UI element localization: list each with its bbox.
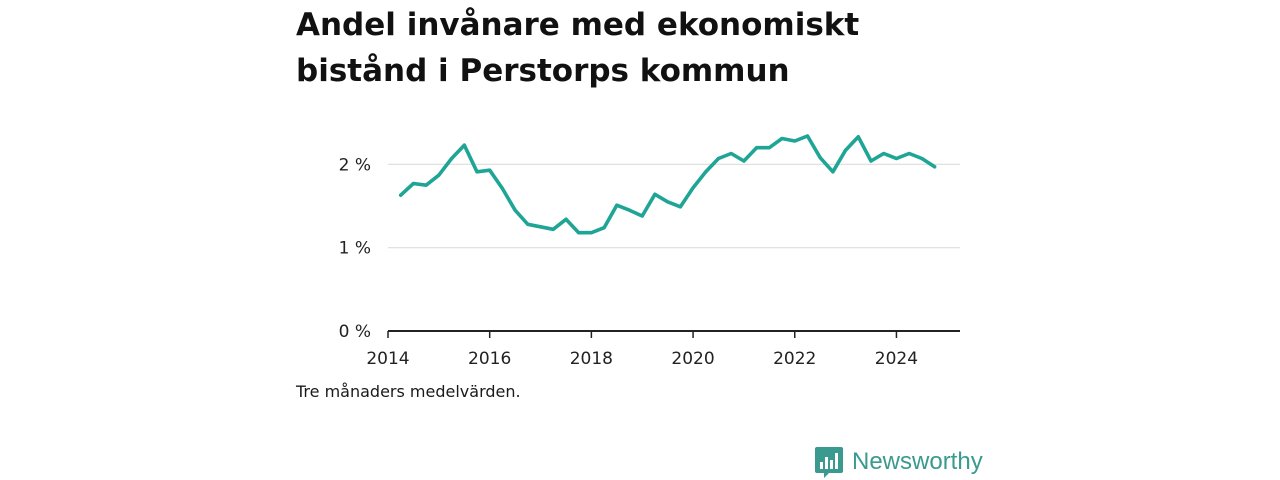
bar-chart-speech-bubble-icon xyxy=(815,447,843,478)
x-tick-label: 2024 xyxy=(875,349,918,369)
chart-title: Andel invånare med ekonomiskt bistånd i … xyxy=(296,7,860,89)
data-point xyxy=(767,146,771,150)
y-tick-label: 2 % xyxy=(339,155,371,175)
data-point xyxy=(704,170,708,174)
data-point xyxy=(882,151,886,156)
data-point xyxy=(805,134,810,138)
data-point xyxy=(462,143,466,147)
data-point xyxy=(602,226,606,230)
data-point xyxy=(869,159,873,163)
y-tick-label: 1 % xyxy=(339,239,371,259)
series-line xyxy=(398,134,937,235)
y-axis-labels: 0 % 1 % 2 % xyxy=(339,155,371,342)
data-point xyxy=(577,231,581,235)
data-point xyxy=(729,151,733,156)
brand-name: Newsworthy xyxy=(852,448,983,475)
data-point xyxy=(831,170,835,174)
y-tick-label: 0 % xyxy=(339,322,371,342)
x-tick-label: 2018 xyxy=(570,349,613,369)
gridlines xyxy=(388,163,960,249)
data-point xyxy=(564,217,568,221)
data-point xyxy=(538,225,543,229)
data-point xyxy=(449,156,454,161)
data-point xyxy=(424,183,428,187)
data-point xyxy=(678,205,682,209)
data-point xyxy=(475,170,479,174)
data-point xyxy=(742,159,746,163)
data-point xyxy=(894,156,899,161)
data-point xyxy=(856,135,860,139)
data-point xyxy=(488,168,492,172)
data-point xyxy=(780,136,784,141)
data-point xyxy=(526,222,530,226)
x-tick-label: 2020 xyxy=(671,349,714,369)
data-point xyxy=(500,186,504,191)
chart-note: Tre månaders medelvärden. xyxy=(296,382,521,401)
newsworthy-logo[interactable]: Newsworthy xyxy=(815,446,983,478)
data-point xyxy=(818,156,822,160)
data-point xyxy=(411,181,416,186)
data-point xyxy=(551,227,555,231)
data-point xyxy=(627,208,632,212)
data-point xyxy=(907,151,911,156)
data-point xyxy=(920,156,924,161)
data-point xyxy=(615,203,619,207)
x-tick-label: 2016 xyxy=(468,349,511,369)
data-point xyxy=(793,139,797,143)
series xyxy=(398,134,937,235)
x-axis xyxy=(387,330,960,338)
data-point xyxy=(653,192,657,196)
x-tick-label: 2022 xyxy=(773,349,816,369)
data-point xyxy=(666,200,670,204)
data-point xyxy=(513,208,517,212)
data-point xyxy=(716,156,721,161)
x-axis-labels: 2014 2016 2018 2020 2022 2024 xyxy=(366,349,918,369)
data-point xyxy=(755,146,759,150)
data-point xyxy=(437,173,441,177)
data-point xyxy=(399,193,403,197)
data-point xyxy=(691,186,695,190)
data-point xyxy=(932,165,937,169)
data-point xyxy=(844,148,848,152)
data-point xyxy=(640,214,644,218)
x-tick-label: 2014 xyxy=(366,349,409,369)
data-point xyxy=(589,231,593,235)
